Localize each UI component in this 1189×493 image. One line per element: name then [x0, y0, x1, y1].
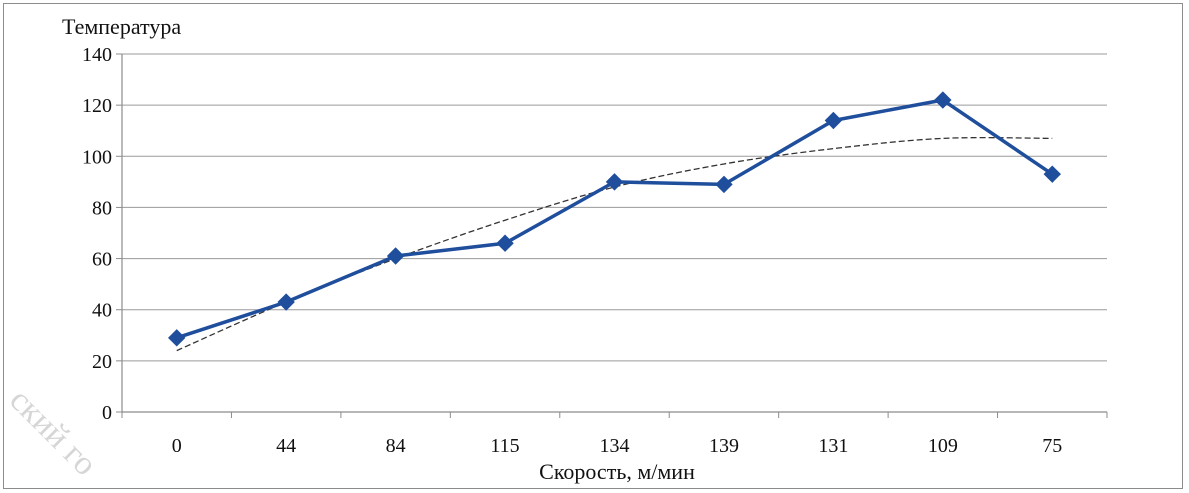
y-tick-label: 80: [92, 197, 112, 219]
x-tick-label: 44: [276, 435, 296, 457]
y-tick-label: 0: [102, 402, 112, 424]
data-point-marker: [386, 247, 405, 265]
watermark: ский го: [2, 381, 104, 483]
x-tick-label: 109: [928, 435, 958, 457]
data-point-marker: [277, 293, 295, 311]
data-point-marker: [605, 173, 624, 191]
y-tick-label: 140: [82, 44, 112, 66]
data-point-marker: [496, 234, 514, 252]
data-point-marker: [168, 329, 186, 347]
y-tick-label: 60: [92, 249, 112, 271]
axes: [121, 54, 1107, 413]
x-tick-label: 0: [172, 435, 182, 457]
y-tick-labels: 0 20 40 60 80 100 120 140: [82, 44, 112, 424]
trendline: [176, 136, 1053, 352]
x-tick-label: 75: [1042, 435, 1062, 457]
x-tick-labels: 0 44 84 115 134 139 131 109 75: [172, 435, 1063, 457]
x-tick-label: 115: [490, 435, 519, 457]
data-point-marker: [715, 175, 733, 194]
x-tick-label: 139: [709, 435, 739, 457]
data-point-marker: [934, 91, 952, 109]
data-point-marker: [824, 111, 843, 130]
y-tick-label: 40: [92, 300, 112, 322]
x-tick-label: 84: [386, 435, 406, 457]
y-tick-label: 100: [82, 146, 112, 168]
series-line: [176, 98, 1054, 340]
y-tick-label: 120: [82, 95, 112, 117]
series-markers: [168, 91, 1061, 347]
chart-frame: [3, 3, 1183, 489]
gridlines: [116, 53, 1108, 418]
x-tick-label: 134: [600, 435, 630, 457]
x-axis-title: Скорость, м/мин: [539, 459, 695, 484]
y-axis-title: Температура: [62, 14, 181, 39]
y-tick-label: 20: [92, 351, 112, 373]
x-tick-label: 131: [818, 435, 848, 457]
data-point-marker: [1043, 165, 1061, 183]
